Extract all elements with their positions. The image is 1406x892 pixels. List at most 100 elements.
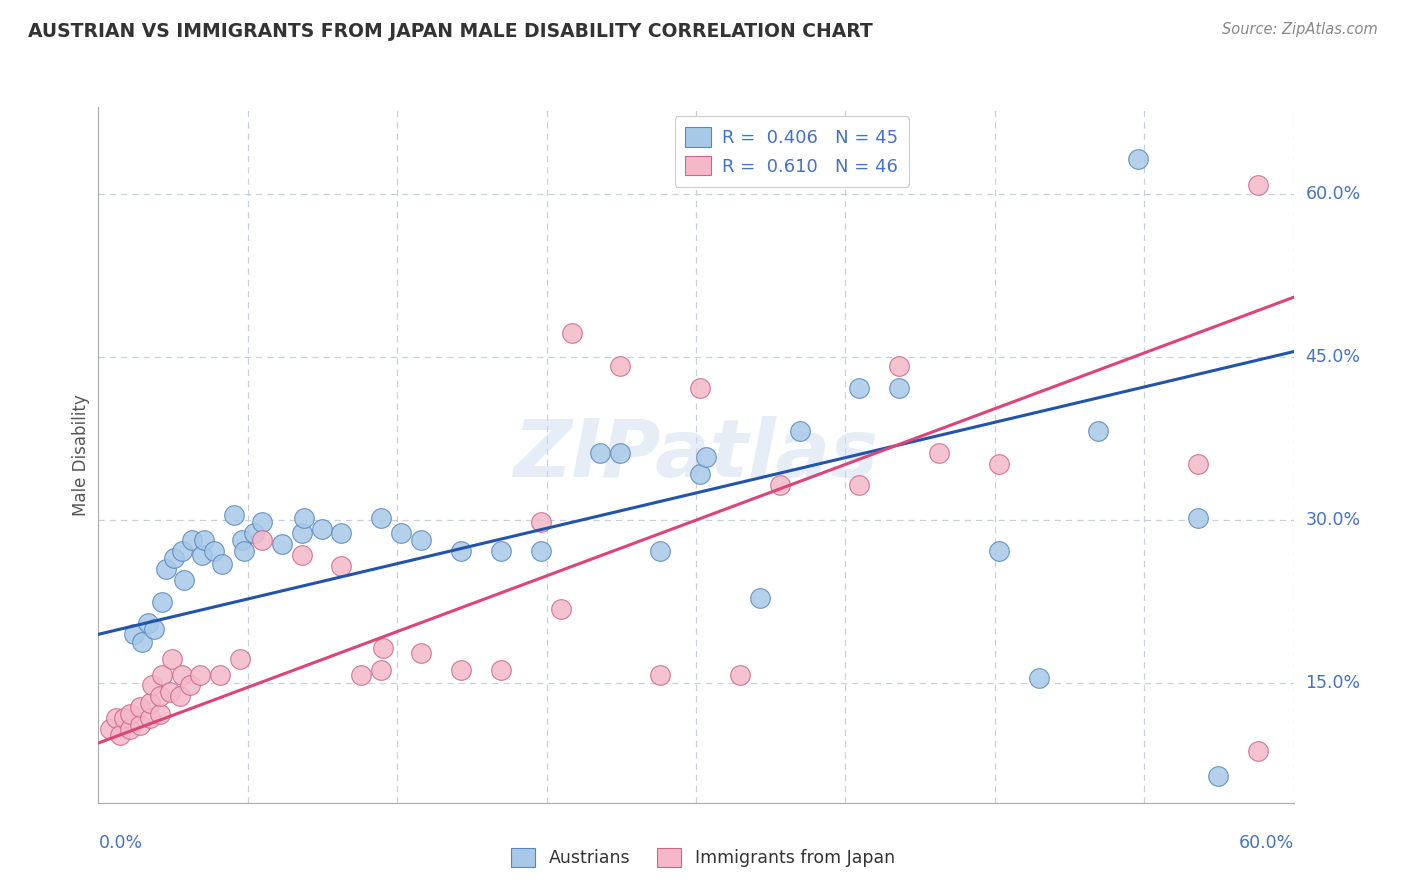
Point — [232, 543, 254, 558]
Point — [1206, 769, 1229, 783]
Text: 0.0%: 0.0% — [98, 834, 142, 852]
Point — [411, 533, 433, 547]
Point — [129, 717, 152, 731]
Point — [609, 359, 631, 373]
Point — [169, 690, 191, 704]
Point — [160, 652, 183, 666]
Point — [172, 667, 194, 681]
Point — [648, 543, 672, 558]
Text: 15.0%: 15.0% — [1305, 674, 1361, 692]
Point — [529, 543, 551, 558]
Point — [928, 446, 950, 460]
Y-axis label: Male Disability: Male Disability — [72, 394, 90, 516]
Point — [728, 667, 751, 681]
Point — [231, 533, 253, 547]
Point — [139, 696, 162, 710]
Point — [179, 678, 201, 692]
Point — [163, 551, 186, 566]
Point — [159, 685, 181, 699]
Point — [188, 667, 211, 681]
Point — [768, 478, 790, 492]
Point — [112, 711, 135, 725]
Legend: R =  0.406   N = 45, R =  0.610   N = 46: R = 0.406 N = 45, R = 0.610 N = 46 — [675, 116, 908, 186]
Point — [229, 652, 252, 666]
Point — [105, 711, 128, 725]
Point — [450, 663, 472, 677]
Point — [648, 667, 672, 681]
Point — [689, 380, 711, 394]
Point — [1246, 178, 1268, 193]
Point — [98, 722, 122, 736]
Point — [139, 711, 162, 725]
Point — [181, 533, 204, 547]
Point — [173, 573, 195, 587]
Point — [1187, 511, 1209, 525]
Text: 60.0%: 60.0% — [1239, 834, 1294, 852]
Point — [243, 526, 266, 541]
Point — [150, 667, 173, 681]
Point — [389, 526, 412, 541]
Point — [191, 548, 214, 562]
Point — [120, 722, 142, 736]
Point — [848, 478, 870, 492]
Point — [193, 533, 215, 547]
Point — [350, 667, 373, 681]
Text: 60.0%: 60.0% — [1305, 185, 1361, 203]
Point — [120, 706, 142, 721]
Point — [150, 595, 173, 609]
Point — [1246, 744, 1268, 758]
Point — [330, 526, 353, 541]
Point — [373, 641, 395, 656]
Point — [172, 543, 194, 558]
Point — [789, 424, 811, 438]
Point — [848, 380, 870, 394]
Point — [110, 728, 132, 742]
Point — [450, 543, 472, 558]
Point — [124, 627, 146, 641]
Point — [489, 543, 512, 558]
Point — [270, 537, 292, 551]
Point — [250, 516, 273, 530]
Text: ZIPatlas: ZIPatlas — [513, 416, 879, 494]
Point — [222, 508, 245, 522]
Text: Source: ZipAtlas.com: Source: ZipAtlas.com — [1222, 22, 1378, 37]
Point — [208, 667, 231, 681]
Point — [131, 635, 153, 649]
Point — [290, 548, 312, 562]
Point — [1187, 457, 1209, 471]
Point — [529, 516, 551, 530]
Point — [589, 446, 612, 460]
Point — [1028, 671, 1050, 685]
Point — [129, 700, 152, 714]
Point — [987, 457, 1010, 471]
Legend: Austrians, Immigrants from Japan: Austrians, Immigrants from Japan — [503, 841, 903, 874]
Point — [370, 663, 392, 677]
Text: 45.0%: 45.0% — [1305, 348, 1361, 366]
Text: AUSTRIAN VS IMMIGRANTS FROM JAPAN MALE DISABILITY CORRELATION CHART: AUSTRIAN VS IMMIGRANTS FROM JAPAN MALE D… — [28, 22, 873, 41]
Point — [489, 663, 512, 677]
Point — [250, 533, 273, 547]
Point — [202, 543, 225, 558]
Point — [143, 622, 166, 636]
Text: 30.0%: 30.0% — [1305, 511, 1361, 529]
Point — [290, 526, 312, 541]
Point — [1087, 424, 1109, 438]
Point — [155, 562, 177, 576]
Point — [149, 690, 172, 704]
Point — [136, 616, 159, 631]
Point — [141, 678, 163, 692]
Point — [689, 467, 711, 482]
Point — [609, 446, 631, 460]
Point — [987, 543, 1010, 558]
Point — [411, 646, 433, 660]
Point — [695, 450, 717, 464]
Point — [330, 558, 353, 573]
Point — [311, 522, 333, 536]
Point — [550, 602, 572, 616]
Point — [748, 591, 770, 606]
Point — [561, 326, 583, 341]
Point — [149, 706, 172, 721]
Point — [211, 557, 233, 571]
Point — [889, 359, 911, 373]
Point — [1128, 152, 1150, 166]
